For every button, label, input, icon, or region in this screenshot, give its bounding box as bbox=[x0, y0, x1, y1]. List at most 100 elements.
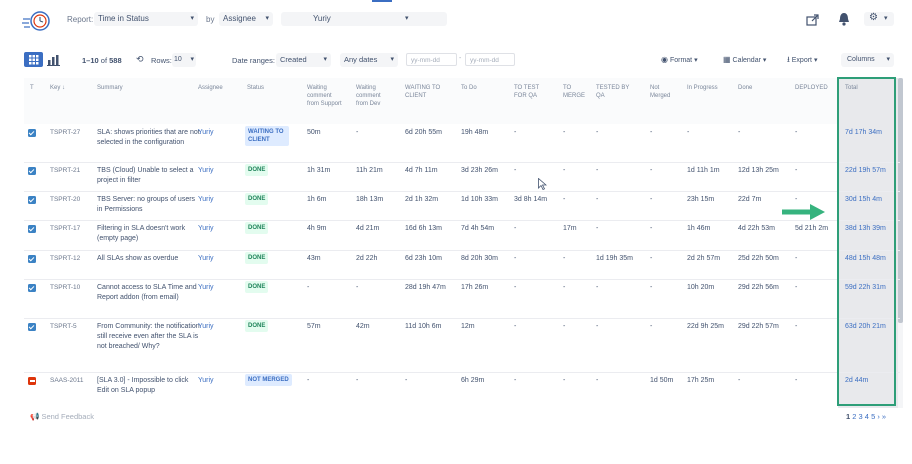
duration-cell: 1h 31m bbox=[307, 167, 331, 174]
status-badge: DONE bbox=[245, 193, 269, 205]
col-header-not-merged[interactable]: Not Merged bbox=[650, 85, 671, 99]
report-select-value: Time in Status bbox=[98, 14, 149, 23]
page-5[interactable]: 5 bbox=[871, 412, 876, 421]
duration-cell: 1d 10h 33m bbox=[461, 196, 498, 203]
issue-assignee[interactable]: Yuriy bbox=[198, 129, 214, 136]
row-divider bbox=[24, 220, 900, 221]
chevron-down-icon: ▾ bbox=[190, 56, 194, 63]
issue-assignee[interactable]: Yuriy bbox=[198, 323, 214, 330]
issue-assignee[interactable]: Yuriy bbox=[198, 284, 214, 291]
duration-cell: - bbox=[563, 196, 566, 203]
duration-cell: 17h 26m bbox=[461, 284, 489, 291]
duration-cell: 11d 10h 6m bbox=[405, 323, 442, 330]
col-header-waiting-support[interactable]: Waiting comment from Support bbox=[307, 85, 342, 107]
col-header-waiting-client[interactable]: WAITING TO CLIENT bbox=[405, 85, 441, 99]
report-select[interactable]: Time in Status ▾ bbox=[94, 12, 198, 26]
col-header-status[interactable]: Status bbox=[247, 85, 265, 91]
calendar-icon: ▦ bbox=[723, 55, 731, 64]
duration-cell: 1h 46m bbox=[687, 225, 711, 232]
chart-view-button[interactable] bbox=[46, 53, 62, 67]
any-dates-select[interactable]: Any dates ▾ bbox=[340, 53, 398, 67]
page-3[interactable]: 3 bbox=[858, 412, 863, 421]
issue-assignee[interactable]: Yuriy bbox=[198, 255, 214, 262]
issue-assignee[interactable]: Yuriy bbox=[198, 377, 214, 384]
col-header-deployed[interactable]: DEPLOYED bbox=[795, 85, 828, 91]
duration-cell: - bbox=[514, 377, 517, 384]
eye-icon: ◉ bbox=[661, 55, 668, 64]
duration-cell: - bbox=[795, 129, 798, 136]
col-header-key[interactable]: Key ↓ bbox=[50, 85, 66, 91]
share-icon[interactable] bbox=[806, 13, 820, 26]
date-field-select[interactable]: Created ▾ bbox=[276, 53, 331, 67]
by-select[interactable]: Assignee ▾ bbox=[219, 12, 273, 26]
next-page-icon[interactable]: › bbox=[877, 412, 880, 421]
refresh-icon[interactable]: ⟲ bbox=[136, 54, 144, 64]
col-header-assignee[interactable]: Assignee bbox=[198, 85, 223, 91]
calendar-button[interactable]: ▦ Calendar ▾ bbox=[723, 53, 766, 67]
download-icon: ⭳ bbox=[787, 55, 790, 64]
duration-cell: 12m bbox=[461, 323, 475, 330]
col-header-to-merge[interactable]: TO MERGE bbox=[563, 85, 586, 99]
scrollbar[interactable] bbox=[898, 78, 903, 408]
date-to-input[interactable]: yy-mm-dd bbox=[465, 53, 515, 66]
status-badge: DONE bbox=[245, 222, 269, 234]
total-column-bg bbox=[838, 78, 899, 408]
grid-view-button[interactable] bbox=[24, 52, 43, 67]
page-4[interactable]: 4 bbox=[864, 412, 869, 421]
duration-cell: - bbox=[738, 129, 741, 136]
rows-select[interactable]: 10 ▾ bbox=[172, 53, 196, 67]
col-header-in-progress[interactable]: In Progress bbox=[687, 85, 718, 91]
col-header-type[interactable]: T bbox=[30, 85, 34, 91]
duration-cell: 1d 11h 1m bbox=[687, 167, 720, 174]
duration-cell: - bbox=[650, 284, 653, 291]
megaphone-icon[interactable] bbox=[838, 12, 850, 26]
total-cell: 7d 17h 34m bbox=[845, 129, 882, 136]
issue-key: TSPRT-21 bbox=[50, 167, 81, 174]
col-header-waiting-dev[interactable]: Waiting comment from Dev bbox=[356, 85, 381, 107]
issue-assignee[interactable]: Yuriy bbox=[198, 196, 214, 203]
issue-key: SAAS-2011 bbox=[50, 377, 84, 384]
row-divider bbox=[24, 372, 900, 373]
col-header-to-test[interactable]: TO TEST FOR QA bbox=[514, 85, 540, 99]
duration-cell: 19h 48m bbox=[461, 129, 489, 136]
date-field-value: Created bbox=[280, 55, 307, 64]
duration-cell: - bbox=[596, 377, 599, 384]
duration-cell: - bbox=[307, 377, 310, 384]
col-header-summary[interactable]: Summary bbox=[97, 85, 123, 91]
duration-cell: - bbox=[356, 284, 359, 291]
columns-button[interactable]: Columns ▾ bbox=[841, 53, 894, 67]
user-select[interactable]: Yuriy ▾ bbox=[281, 12, 447, 26]
col-header-total[interactable]: Total bbox=[845, 85, 858, 91]
issue-key: TSPRT-20 bbox=[50, 196, 81, 203]
row-divider bbox=[24, 191, 900, 192]
status-badge: DONE bbox=[245, 320, 269, 332]
send-feedback-link[interactable]: 📢 Send Feedback bbox=[30, 412, 94, 421]
duration-cell: 22d 7m bbox=[738, 196, 762, 203]
duration-cell: - bbox=[795, 196, 798, 203]
format-button[interactable]: ◉ Format ▾ bbox=[661, 53, 698, 67]
status-badge: DONE bbox=[245, 164, 269, 176]
issue-summary: Filtering in SLA doesn't work (empty pag… bbox=[97, 225, 186, 242]
chevron-down-icon: ▾ bbox=[390, 56, 394, 63]
status-badge: WAITING TO CLIENT bbox=[245, 126, 289, 146]
issue-summary: All SLAs show as overdue bbox=[97, 255, 179, 262]
issue-assignee[interactable]: Yuriy bbox=[198, 225, 214, 232]
export-button[interactable]: ⭳ Export ▾ bbox=[787, 53, 817, 67]
last-page-icon[interactable]: » bbox=[881, 412, 887, 421]
duration-cell: 1d 19h 35m bbox=[596, 255, 633, 262]
col-header-done[interactable]: Done bbox=[738, 85, 753, 91]
settings-button[interactable]: ⚙ ▾ bbox=[864, 12, 894, 26]
scrollbar-thumb[interactable] bbox=[898, 78, 903, 323]
export-label: Export bbox=[791, 57, 812, 64]
date-from-input[interactable]: yy-mm-dd bbox=[406, 53, 457, 66]
col-header-tested[interactable]: TESTED BY QA bbox=[596, 85, 630, 99]
page-2[interactable]: 2 bbox=[852, 412, 857, 421]
duration-cell: 29d 22h 57m bbox=[738, 323, 779, 330]
issue-assignee[interactable]: Yuriy bbox=[198, 167, 214, 174]
duration-cell: - bbox=[514, 323, 517, 330]
megaphone-icon: 📢 bbox=[30, 412, 40, 421]
page-1[interactable]: 1 bbox=[846, 412, 851, 421]
col-header-todo[interactable]: To Do bbox=[461, 85, 477, 91]
issue-key: TSPRT-5 bbox=[50, 323, 77, 330]
duration-cell: 4d 7h 11m bbox=[405, 167, 438, 174]
